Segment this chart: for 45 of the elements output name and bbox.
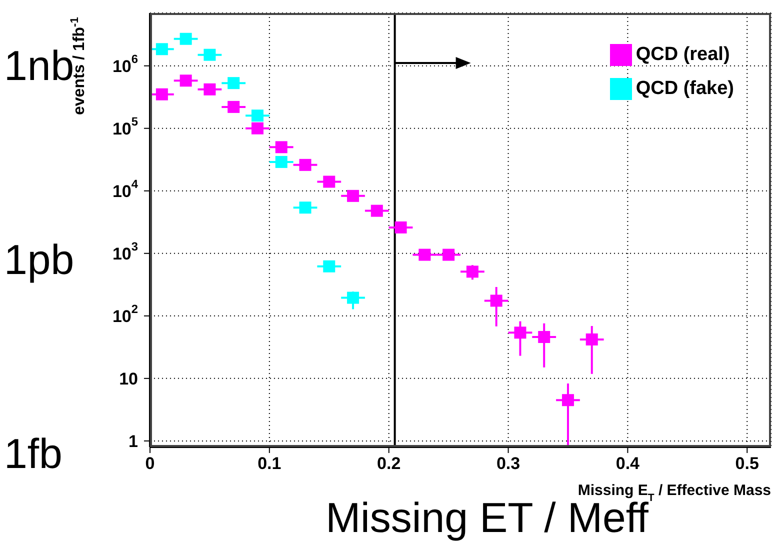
point xyxy=(204,83,216,96)
point xyxy=(275,156,288,168)
point xyxy=(442,248,455,261)
point xyxy=(251,122,264,134)
x-tick-label: 0 xyxy=(145,454,155,473)
point xyxy=(514,326,526,339)
y-tick-label: 10$^{3}$ xyxy=(112,239,138,263)
point xyxy=(323,176,336,188)
point xyxy=(370,204,383,217)
point xyxy=(228,100,240,113)
text: 1fb xyxy=(4,430,62,478)
point xyxy=(394,221,407,234)
y-tick-label: 10$^{6}$ xyxy=(112,52,138,76)
point xyxy=(180,32,192,45)
point xyxy=(204,48,216,61)
point xyxy=(586,333,598,346)
point xyxy=(180,74,192,87)
legend-label: QCD (real) xyxy=(636,44,730,65)
point xyxy=(418,248,431,261)
x-tick-label: 0.3 xyxy=(496,454,520,473)
point xyxy=(156,43,168,56)
legend-label: QCD (fake) xyxy=(636,78,734,99)
point xyxy=(275,141,288,154)
y-tick-label: 10$^{2}$ xyxy=(112,302,138,326)
point xyxy=(466,266,478,278)
x-tick-label: 0.1 xyxy=(258,454,282,473)
y-tick-label: 10 xyxy=(119,368,138,388)
point xyxy=(538,330,550,343)
point xyxy=(347,292,360,304)
point xyxy=(156,88,168,100)
x-tick-label: 0.2 xyxy=(377,454,401,473)
x-tick-label: 0.5 xyxy=(735,454,759,473)
text: 1pb xyxy=(4,236,74,284)
point xyxy=(347,190,360,202)
point xyxy=(299,202,312,214)
point xyxy=(323,260,336,272)
y-tick-label: 10$^{5}$ xyxy=(112,114,138,138)
x-tick-label: 0.4 xyxy=(616,454,640,473)
point xyxy=(299,158,312,171)
point xyxy=(490,294,502,307)
point xyxy=(562,394,574,406)
point xyxy=(228,77,240,90)
y-tick-label: 1 xyxy=(128,431,138,450)
point xyxy=(251,110,264,122)
y-tick-label: 10$^{4}$ xyxy=(112,176,138,200)
